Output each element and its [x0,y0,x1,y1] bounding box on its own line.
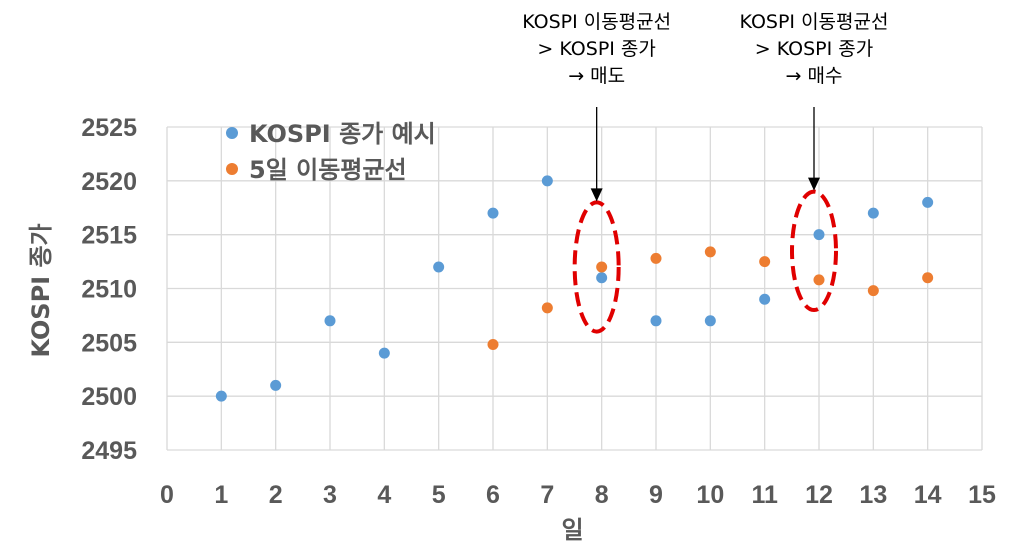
kospi-close-point [650,315,662,327]
legend-label: KOSPI 종가 예시 [249,120,436,148]
moving-average-point [487,338,499,350]
x-tick-label: 3 [323,481,337,509]
legend-marker [226,163,238,175]
annotation-arrow-head [808,177,820,191]
y-tick-label: 2495 [81,437,137,465]
annotation-text: > KOSPI 종가 [755,38,873,60]
highlight-ellipse [572,200,621,334]
x-axis-ticks: 0 1 2 3 4 5 6 7 8 9 10 11 12 13 14 15 [160,481,996,509]
gridlines [166,126,983,451]
y-tick-label: 2500 [81,383,137,411]
legend-marker [226,127,238,139]
kospi-close-point [270,379,282,391]
annotations: KOSPI 이동평균선 > KOSPI 종가 → 매도 KOSPI 이동평균선 > KO… [522,11,889,334]
annotation-arrow-head [590,188,603,202]
x-tick-label: 13 [859,481,887,509]
moving-average-point [813,274,825,286]
x-tick-label: 11 [751,481,778,509]
moving-average-point [650,252,662,264]
x-tick-label: 15 [968,481,996,509]
x-tick-label: 5 [432,481,446,509]
y-tick-label: 2520 [81,168,137,196]
kospi-close-point [704,315,716,327]
annotation-text: KOSPI 이동평균선 [522,11,671,33]
annotation-text: → 매도 [568,65,625,87]
kospi-close-point [324,315,336,327]
y-axis-title: KOSPI 종가 [27,223,55,357]
y-tick-label: 2525 [81,114,137,142]
x-tick-label: 9 [649,481,663,509]
kospi-close-point [215,390,227,402]
x-tick-label: 1 [214,481,228,509]
moving-average-point [596,261,608,273]
moving-average-point [759,256,771,268]
moving-average-point [541,302,553,314]
y-tick-label: 2505 [81,329,137,357]
kospi-close-point [487,207,499,219]
data-points [215,175,934,402]
x-axis-title: 일 [561,516,583,544]
x-tick-label: 4 [377,481,391,509]
annotation-text: KOSPI 이동평균선 [740,11,889,33]
kospi-close-point [813,229,825,241]
kospi-close-point [922,196,934,208]
moving-average-point [922,272,934,284]
moving-average-point [704,246,716,258]
x-tick-label: 0 [160,481,174,509]
x-tick-label: 7 [540,481,554,509]
kospi-close-point [433,261,445,273]
x-tick-label: 8 [595,481,609,509]
x-tick-label: 10 [696,481,724,509]
x-tick-label: 14 [914,481,942,509]
y-tick-label: 2510 [81,276,137,304]
x-tick-label: 6 [486,481,500,509]
kospi-close-point [867,207,879,219]
moving-average-point [867,285,879,297]
legend: KOSPI 종가 예시 5일 이동평균선 [226,120,436,184]
highlight-ellipse [790,189,838,313]
kospi-close-point [596,272,608,284]
kospi-close-point [541,175,553,187]
annotation-text: → 매수 [786,65,843,87]
y-axis-ticks: 2495 2500 2505 2510 2515 2520 2525 [81,114,137,465]
x-tick-label: 12 [805,481,833,509]
y-tick-label: 2515 [81,222,137,250]
x-tick-label: 2 [269,481,283,509]
kospi-close-point [378,347,390,359]
annotation-text: > KOSPI 종가 [537,38,655,60]
kospi-close-point [759,293,771,305]
legend-label: 5일 이동평균선 [249,156,407,184]
